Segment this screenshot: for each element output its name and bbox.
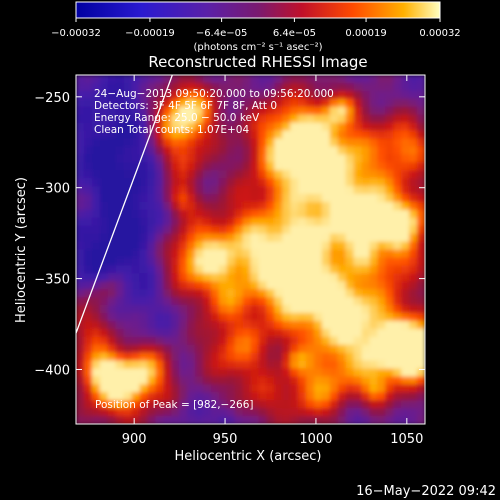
x-tick-label: 1050 bbox=[390, 432, 423, 447]
y-axis-label: Heliocentric Y (arcsec) bbox=[14, 177, 29, 323]
colorbar-tick-label: 0.00019 bbox=[345, 28, 386, 39]
colorbar-tick-label: 6.4e−05 bbox=[273, 28, 316, 39]
limb-line bbox=[76, 75, 173, 334]
colorbar-unit-label: (photons cm⁻² s⁻¹ asec⁻²) bbox=[193, 42, 322, 53]
peak-label: Position of Peak = [982,−266] bbox=[95, 399, 254, 411]
y-tick-label: −300 bbox=[34, 182, 70, 197]
colorbar-tick-label: 0.00032 bbox=[419, 28, 460, 39]
colorbar-tick-label: −0.00019 bbox=[125, 28, 175, 39]
annotation-line: Clean Total counts: 1.07E+04 bbox=[94, 124, 249, 136]
plot-frame bbox=[75, 74, 426, 425]
x-tick-label: 900 bbox=[122, 432, 147, 447]
y-tick-label: −350 bbox=[34, 273, 70, 288]
x-tick-label: 1000 bbox=[299, 432, 332, 447]
x-tick-label: 950 bbox=[213, 432, 238, 447]
colorbar-tick-label: −0.00032 bbox=[51, 28, 101, 39]
x-axis-label: Heliocentric X (arcsec) bbox=[175, 449, 322, 464]
chart-title: Reconstructed RHESSI Image bbox=[148, 53, 367, 71]
heatmap-image bbox=[76, 75, 425, 424]
axis-ticks: 900 950 1000 1050 −250 −300 −350 −400 bbox=[34, 75, 425, 447]
timestamp: 16−May−2022 09:42 bbox=[356, 484, 496, 499]
colorbar bbox=[75, 1, 441, 19]
colorbar-tick-label: −6.4e−05 bbox=[196, 28, 248, 39]
y-tick-label: −400 bbox=[34, 363, 70, 378]
annotation-line: Detectors: 3F 4F 5F 6F 7F 8F, Att 0 bbox=[94, 100, 277, 112]
annotation-line: Energy Range: 25.0 − 50.0 keV bbox=[94, 112, 260, 124]
annotations: 24−Aug−2013 09:50:20.000 to 09:56:20.000… bbox=[94, 88, 334, 136]
annotation-line: 24−Aug−2013 09:50:20.000 to 09:56:20.000 bbox=[94, 88, 334, 100]
colorbar-ticks: −0.00032 −0.00019 −6.4e−05 6.4e−05 0.00019 0.… bbox=[51, 18, 461, 39]
y-tick-label: −250 bbox=[34, 91, 70, 106]
